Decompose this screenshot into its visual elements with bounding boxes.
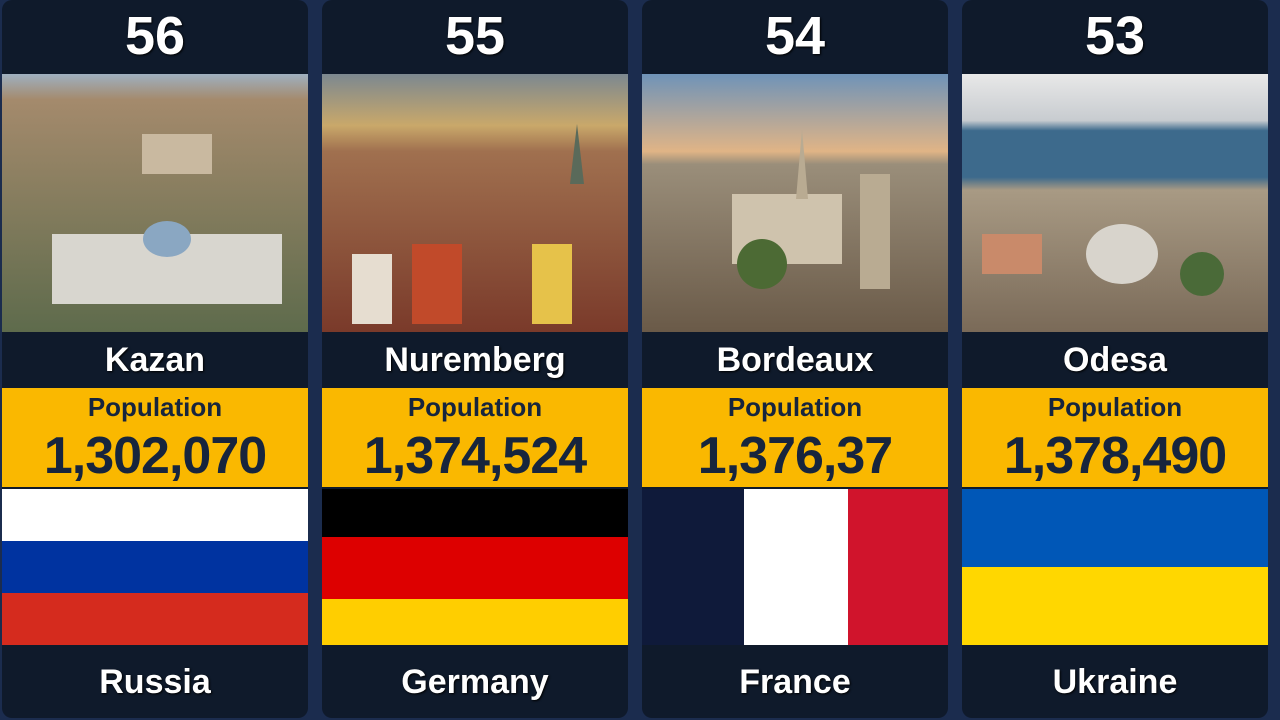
population-box: Population 1,302,070 xyxy=(2,388,308,487)
population-box: Population 1,376,37 xyxy=(642,388,948,487)
country-name: Ukraine xyxy=(1052,663,1178,701)
city-card: 56 Kazan Population 1,302,070 Russia xyxy=(2,0,308,718)
city-photo xyxy=(642,74,948,332)
city-photo xyxy=(322,74,628,332)
rank: 56 xyxy=(124,6,186,66)
rank: 53 xyxy=(1084,6,1146,66)
population-value: 1,374,524 xyxy=(363,427,587,485)
city-name: Kazan xyxy=(104,340,206,379)
city-name: Bordeaux xyxy=(716,340,874,379)
rank: 55 xyxy=(444,6,506,66)
population-label: Population xyxy=(407,392,543,422)
population-box: Population 1,374,524 xyxy=(322,388,628,487)
flag xyxy=(962,489,1268,645)
city-photo xyxy=(962,74,1268,332)
city-photo xyxy=(2,74,308,332)
city-name: Odesa xyxy=(1063,340,1167,379)
rank: 54 xyxy=(764,6,826,66)
city-card: 54 Bordeaux Population 1,376,37 France xyxy=(642,0,948,718)
country-name: France xyxy=(739,663,851,701)
flag xyxy=(2,489,308,645)
population-value: 1,302,070 xyxy=(43,427,267,485)
city-card: 53 Odesa Population 1,378,490 Ukraine xyxy=(962,0,1268,718)
city-name: Nuremberg xyxy=(384,340,566,379)
population-label: Population xyxy=(727,392,863,422)
population-box: Population 1,378,490 xyxy=(962,388,1268,487)
country-name: Russia xyxy=(99,663,211,701)
population-label: Population xyxy=(87,392,223,422)
population-value: 1,378,490 xyxy=(1003,427,1227,485)
country-name: Germany xyxy=(401,663,549,701)
population-value: 1,376,37 xyxy=(697,427,893,485)
population-label: Population xyxy=(1047,392,1183,422)
city-card: 55 Nuremberg Population 1,374,524 German… xyxy=(322,0,628,718)
flag xyxy=(322,489,628,645)
flag xyxy=(642,489,948,645)
